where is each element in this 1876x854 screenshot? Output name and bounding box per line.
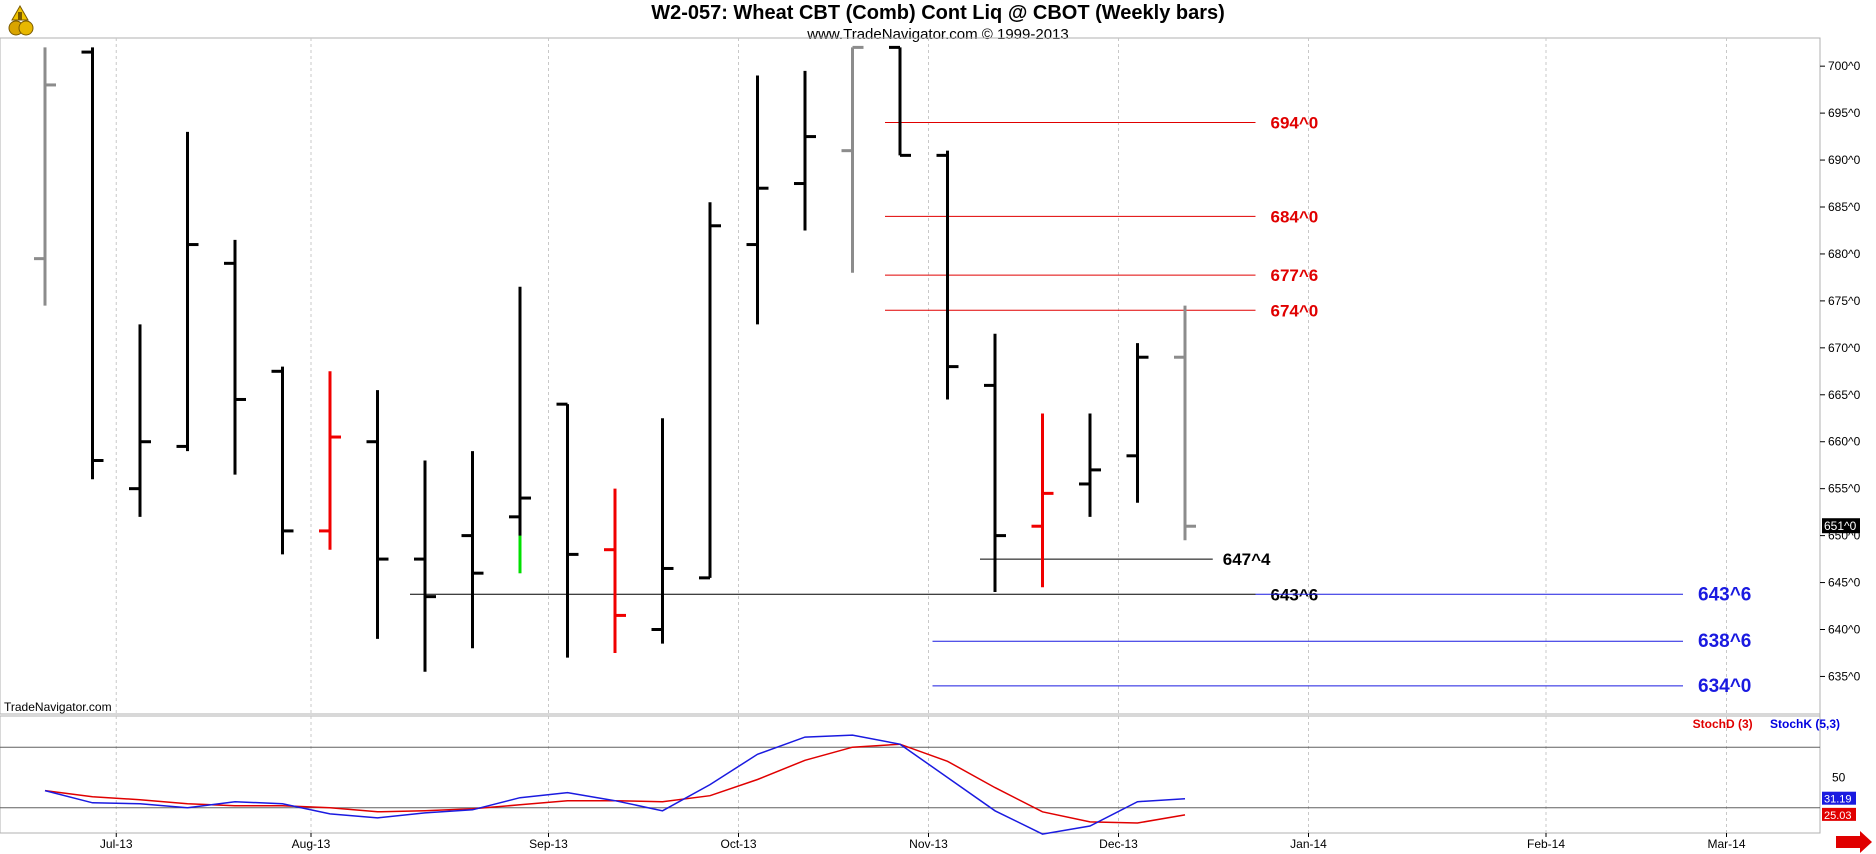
ohlc-bar [1031, 413, 1054, 588]
stochk-line [44, 734, 1186, 835]
last-price-box [1822, 518, 1860, 534]
price-tick-label: 675^0 [1828, 294, 1861, 308]
time-axis: Jul-13 Aug-13 Sep-13 Oct-13 Nov-13 Dec-13 Jan-… [100, 833, 1746, 851]
time-tick-label: Nov-13 [909, 837, 948, 851]
price-tick-label: 695^0 [1828, 106, 1861, 120]
price-tick-label: 655^0 [1828, 482, 1861, 496]
last-price-label: 651^0 [1824, 519, 1857, 533]
chart-subtitle: www.TradeNavigator.com © 1999-2013 [807, 26, 1069, 43]
time-tick-label: Jan-14 [1290, 837, 1327, 851]
time-tick-label: Oct-13 [720, 837, 756, 851]
ohlc-bar [34, 47, 56, 306]
bars-layer [34, 45, 1196, 672]
stochd-line [44, 743, 1186, 824]
grid-layer [0, 37, 1821, 834]
price-tick-label: 645^0 [1828, 576, 1861, 590]
price-tick-label: 690^0 [1828, 153, 1861, 167]
stochk-value-box [1822, 791, 1856, 805]
legend-stochd: StochD (3) [1692, 717, 1753, 731]
ohlc-bar [366, 390, 389, 639]
ohlc-bar [81, 47, 104, 480]
price-tick-label: 665^0 [1828, 388, 1861, 402]
indicator-legend: StochD (3) StochK (5,3) [1693, 717, 1840, 731]
price-tick-label: 685^0 [1828, 200, 1861, 214]
scroll-right-arrow-icon[interactable] [1836, 831, 1872, 853]
ohlc-bar [794, 70, 816, 231]
price-tick-label: 635^0 [1828, 669, 1861, 683]
legend-stochk: StochK (5,3) [1769, 717, 1840, 731]
price-tick-label: 670^0 [1828, 341, 1861, 355]
price-tick-label: 660^0 [1828, 435, 1861, 449]
trade-navigator-logo[interactable] [2, 2, 38, 38]
stochd-value-label: 25.03 [1824, 810, 1852, 822]
ohlc-bar [224, 239, 246, 475]
ohlc-bar [271, 366, 294, 555]
ohlc-bar [129, 324, 151, 517]
time-tick-label: Dec-13 [1099, 837, 1138, 851]
ohlc-bar [461, 451, 484, 649]
ohlc-bar [889, 45, 911, 157]
stochk-value-label: 31.19 [1824, 794, 1852, 806]
ohlc-bar [1079, 413, 1101, 517]
price-tick-label: 680^0 [1828, 247, 1861, 261]
time-tick-label: Jul-13 [100, 837, 133, 851]
stochd-value-box [1822, 807, 1856, 821]
indicator-panel-frame [0, 715, 1821, 834]
level-label: 677^6 [1271, 266, 1319, 285]
time-tick-label: Mar-14 [1707, 837, 1745, 851]
ohlc-bar [556, 402, 579, 658]
price-tick-label: 700^0 [1828, 59, 1861, 73]
time-tick-label: Feb-14 [1527, 837, 1565, 851]
ohlc-bar [319, 371, 341, 550]
level-label: 643^6 [1698, 584, 1751, 605]
price-tick-label: 640^0 [1828, 623, 1861, 637]
ohlc-bar [414, 460, 436, 672]
ohlc-bar [604, 488, 626, 653]
stochastic-panel: 50 31.19 25.03 [0, 734, 1856, 835]
ohlc-bar [176, 131, 199, 452]
price-panel-frame [0, 37, 1821, 715]
ohlc-bar [1126, 343, 1149, 503]
ohlc-bar [1174, 305, 1196, 541]
watermark: TradeNavigator.com [4, 700, 112, 714]
level-label: 638^6 [1698, 631, 1751, 652]
time-tick-label: Aug-13 [292, 837, 331, 851]
level-label: 694^0 [1271, 114, 1319, 133]
level-label: 674^0 [1271, 301, 1319, 320]
time-tick-label: Sep-13 [529, 837, 568, 851]
ohlc-bar [841, 45, 864, 273]
chart-title: W2-057: Wheat CBT (Comb) Cont Liq @ CBOT… [651, 2, 1225, 24]
ohlc-bar [509, 286, 531, 574]
level-label: 647^4 [1223, 550, 1271, 569]
ohlc-bar [936, 150, 959, 400]
level-label: 684^0 [1271, 207, 1319, 226]
level-label: 634^0 [1698, 676, 1751, 697]
ohlc-bar [651, 418, 674, 644]
price-axis: 635^0640^0645^0650^0655^0660^0665^0670^0… [1820, 59, 1861, 683]
ohlc-bar [699, 202, 721, 580]
stoch-tick-label: 50 [1832, 771, 1846, 785]
ohlc-bar [984, 333, 1006, 592]
ohlc-bar [746, 75, 769, 325]
